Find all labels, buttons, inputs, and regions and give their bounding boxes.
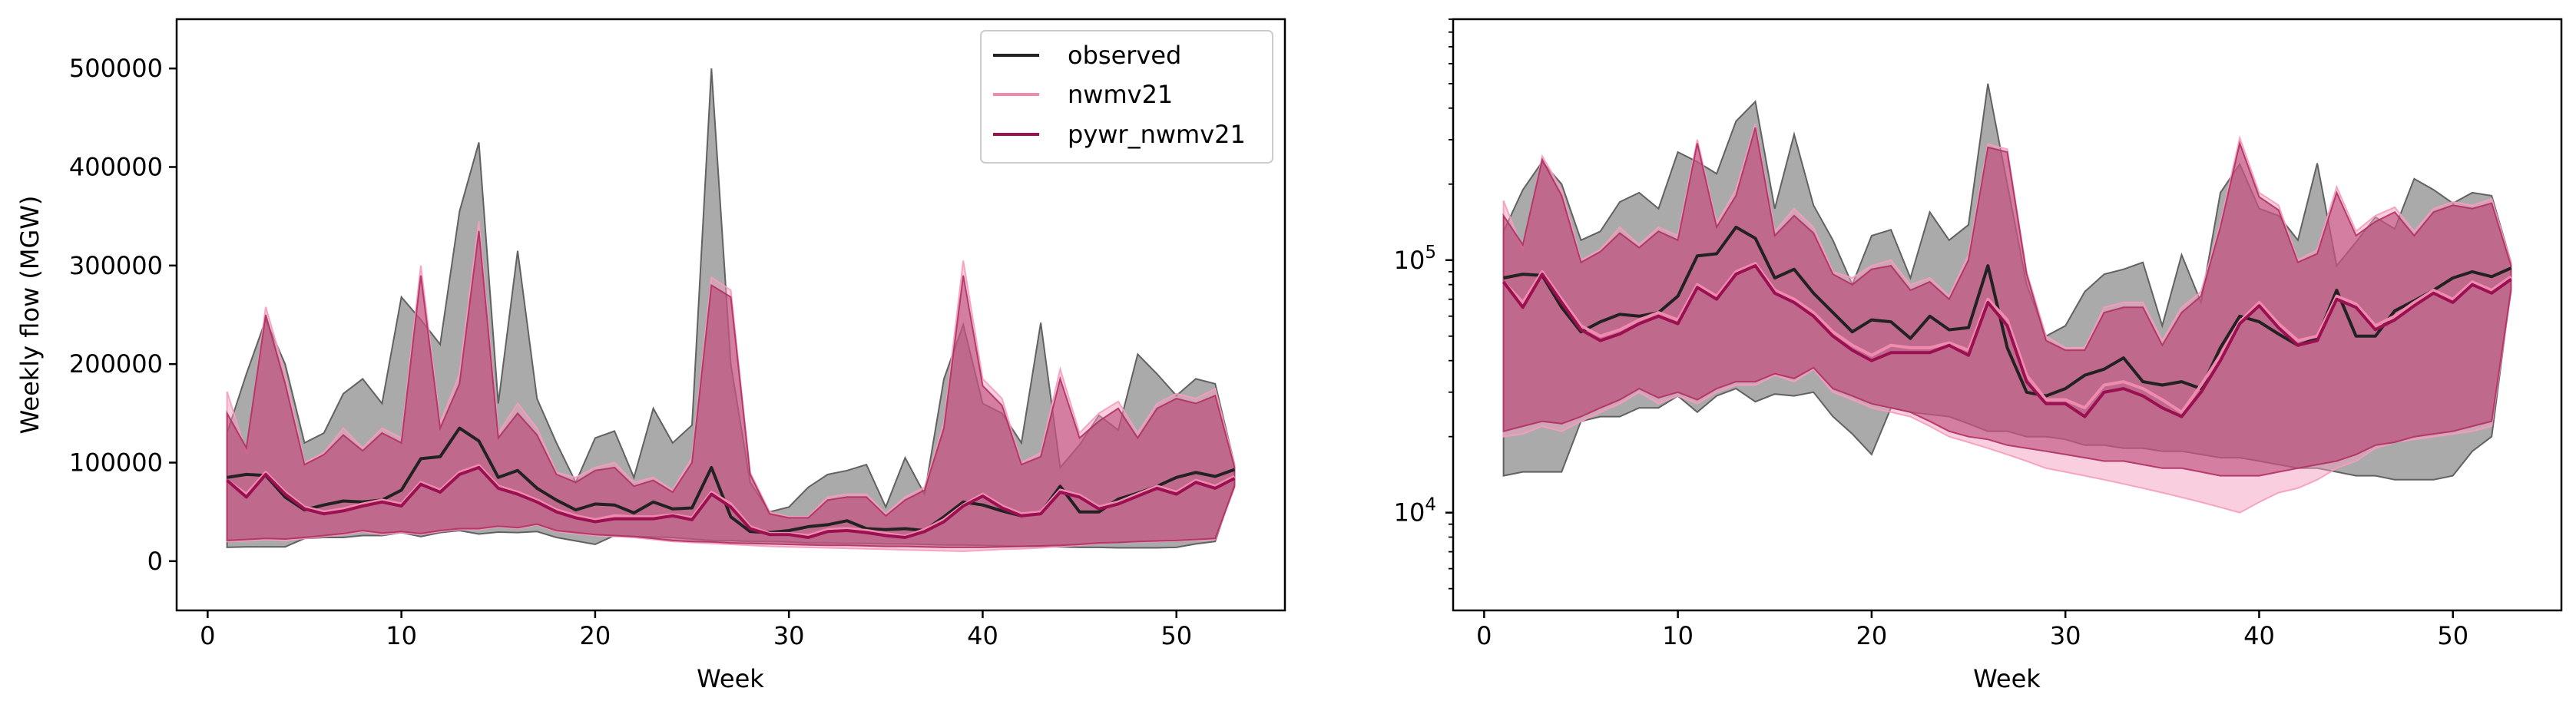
left-line-pywr-nwmv21 [226,465,1236,539]
right-series-lines [1502,225,2512,418]
right-y-axis: 104 105 [1394,18,1453,590]
left-chart-panel: 0 10 20 30 40 50 0 100000 200000 300000 400000 500… [15,18,1286,693]
right-x-tick-label: 50 [2437,621,2468,650]
left-y-axis-label: Weekly flow (MGW) [15,196,45,435]
legend-label-observed: observed [1068,41,1181,70]
right-line-nwmv21 [1502,262,2512,414]
left-series-lines [226,426,1236,539]
right-x-tick-label: 10 [1662,621,1694,650]
right-plot-frame [1452,18,2563,612]
legend-label-nwmv21: nwmv21 [1068,80,1173,109]
right-x-tick-label: 30 [2050,621,2081,650]
legend: observed nwmv21 pywr_nwmv21 [980,30,1273,164]
left-x-tick-label: 30 [773,621,805,650]
left-x-tick-label: 0 [200,621,215,650]
left-y-tick-label: 200000 [69,349,163,379]
right-x-tick-label: 20 [1856,621,1888,650]
left-y-tick-label: 300000 [69,251,163,280]
left-x-axis-label: Week [697,664,764,693]
left-plot-frame [175,18,1286,612]
right-chart-panel: 0 10 20 30 40 50 104 105 Week [1394,18,2563,693]
right-y-tick-label: 104 [1394,495,1436,527]
legend-box [980,30,1273,164]
left-y-tick-label: 100000 [69,448,163,478]
right-band-pywr-nwmv21 [1502,127,2512,477]
right-x-axis: 0 10 20 30 40 50 [1476,610,2468,650]
left-x-tick-label: 20 [580,621,611,650]
left-x-tick-label: 40 [967,621,998,650]
right-x-tick-label: 0 [1476,621,1492,650]
left-x-tick-label: 50 [1161,621,1192,650]
right-y-tick-label: 105 [1394,243,1436,275]
left-y-tick-label: 0 [147,547,163,576]
right-x-axis-label: Week [1973,664,2041,693]
right-x-tick-label: 40 [2243,621,2275,650]
legend-label-pywr-nwmv21: pywr_nwmv21 [1068,120,1246,149]
left-x-axis: 0 10 20 30 40 50 [200,610,1192,650]
left-y-tick-label: 500000 [69,54,163,83]
left-x-tick-label: 10 [386,621,417,650]
left-y-axis: 0 100000 200000 300000 400000 500000 [69,54,177,576]
right-line-observed [1503,225,2512,398]
right-line-pywr-nwmv21 [1502,264,2512,418]
left-y-tick-label: 400000 [69,153,163,182]
left-line-nwmv21 [226,464,1236,538]
